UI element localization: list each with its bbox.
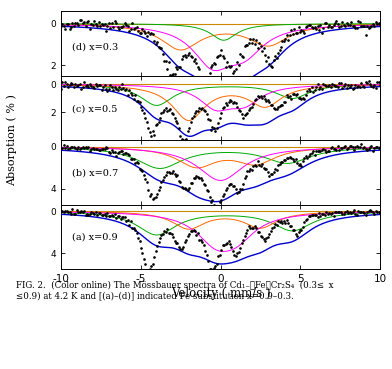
Text: FIG. 2.  (Color online) The Mössbauer spectra of Cd₁₋₟Fe₟Cr₂S₄  (0.3≤  x
≤0.9) a: FIG. 2. (Color online) The Mössbauer spe… — [16, 280, 333, 300]
Text: Absorption ( % ): Absorption ( % ) — [7, 94, 17, 186]
Text: (a) x=0.9: (a) x=0.9 — [72, 233, 118, 242]
Text: (c) x=0.5: (c) x=0.5 — [72, 105, 117, 114]
Text: (b) x=0.7: (b) x=0.7 — [72, 168, 118, 177]
Text: (d) x=0.3: (d) x=0.3 — [72, 42, 118, 52]
X-axis label: Velocity ( mm/s ): Velocity ( mm/s ) — [171, 287, 270, 300]
